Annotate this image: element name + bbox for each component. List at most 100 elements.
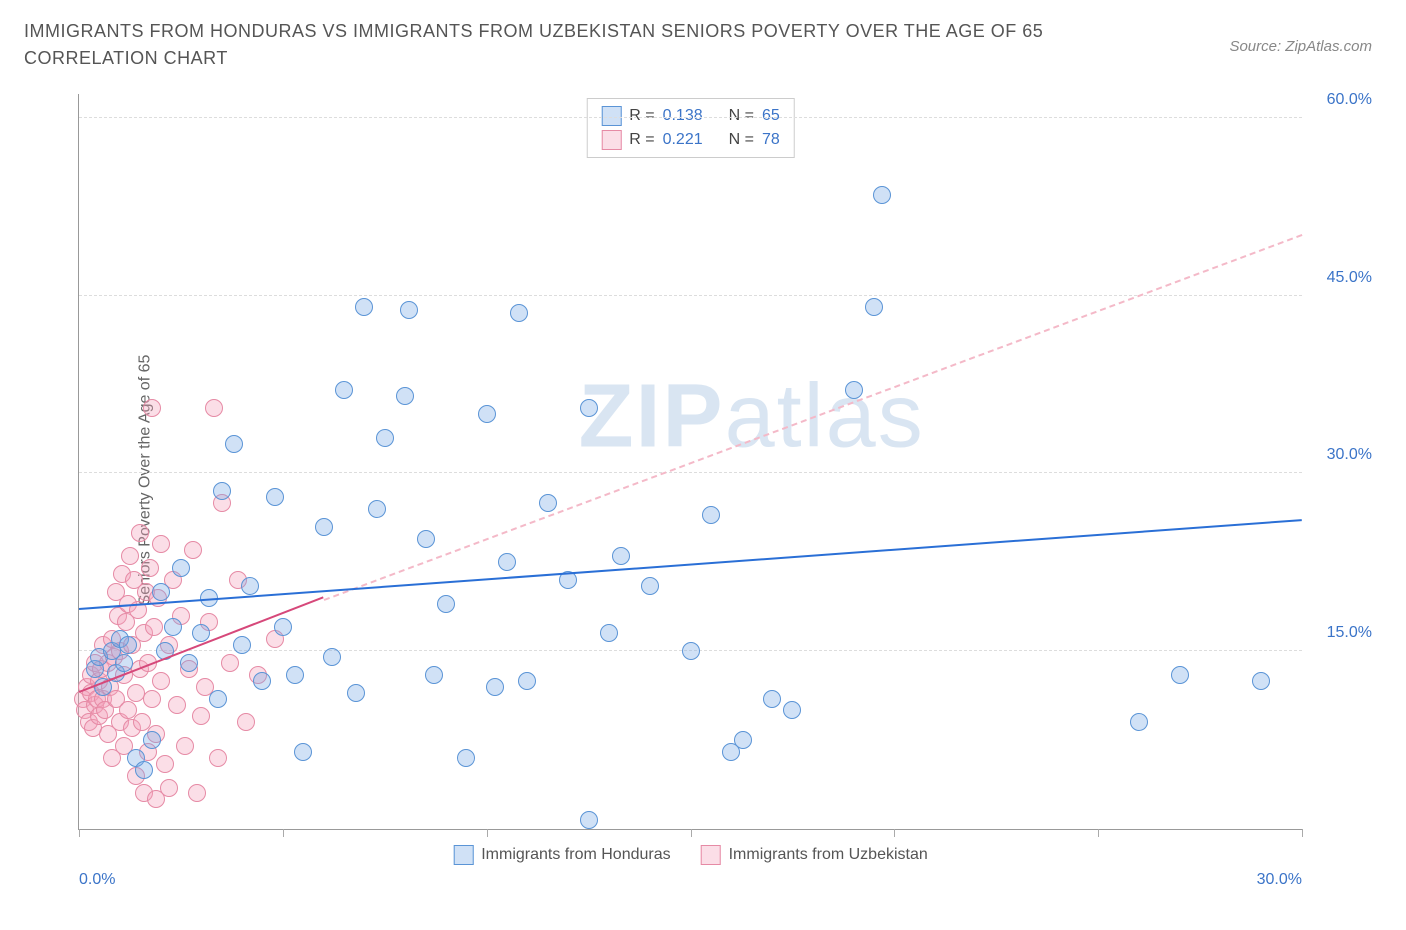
data-point — [580, 399, 598, 417]
data-point — [286, 666, 304, 684]
data-point — [425, 666, 443, 684]
data-point — [115, 654, 133, 672]
data-point — [205, 399, 223, 417]
legend-swatch — [453, 845, 473, 865]
data-point — [1130, 713, 1148, 731]
y-tick-label: 30.0% — [1327, 446, 1372, 464]
source-label: Source: ZipAtlas.com — [1229, 18, 1382, 55]
data-point — [396, 387, 414, 405]
y-tick-label: 15.0% — [1327, 624, 1372, 642]
data-point — [225, 435, 243, 453]
data-point — [641, 577, 659, 595]
trend-line — [79, 519, 1302, 610]
data-point — [152, 672, 170, 690]
data-point — [253, 672, 271, 690]
data-point — [315, 518, 333, 536]
data-point — [580, 811, 598, 829]
x-tick — [487, 829, 488, 837]
legend-item: Immigrants from Honduras — [453, 845, 670, 865]
data-point — [131, 524, 149, 542]
data-point — [873, 186, 891, 204]
data-point — [143, 399, 161, 417]
stats-legend: R =0.138N =65R =0.221N =78 — [586, 98, 795, 158]
data-point — [539, 494, 557, 512]
data-point — [498, 553, 516, 571]
legend-n-label: N = — [729, 131, 754, 149]
data-point — [486, 678, 504, 696]
data-point — [600, 624, 618, 642]
data-point — [152, 583, 170, 601]
x-tick — [1302, 829, 1303, 837]
legend-swatch — [701, 845, 721, 865]
data-point — [376, 429, 394, 447]
data-point — [209, 690, 227, 708]
legend-item: Immigrants from Uzbekistan — [701, 845, 928, 865]
x-tick — [1098, 829, 1099, 837]
watermark-rest: atlas — [725, 367, 925, 467]
legend-r-label: R = — [629, 131, 654, 149]
data-point — [457, 749, 475, 767]
data-point — [184, 541, 202, 559]
x-tick-label: 0.0% — [79, 871, 115, 889]
data-point — [188, 784, 206, 802]
data-point — [417, 530, 435, 548]
data-point — [518, 672, 536, 690]
data-point — [145, 618, 163, 636]
data-point — [172, 559, 190, 577]
data-point — [143, 731, 161, 749]
data-point — [437, 595, 455, 613]
data-point — [274, 618, 292, 636]
x-tick — [691, 829, 692, 837]
trend-line — [323, 234, 1302, 601]
chart-container: Seniors Poverty Over the Age of 65 ZIPat… — [50, 90, 1392, 870]
x-tick — [79, 829, 80, 837]
data-point — [141, 559, 159, 577]
x-tick — [283, 829, 284, 837]
data-point — [209, 749, 227, 767]
gridline — [79, 472, 1302, 473]
data-point — [152, 535, 170, 553]
data-point — [180, 654, 198, 672]
legend-series-name: Immigrants from Uzbekistan — [729, 846, 928, 864]
data-point — [294, 743, 312, 761]
legend-swatch — [601, 130, 621, 150]
y-tick-label: 45.0% — [1327, 269, 1372, 287]
data-point — [335, 381, 353, 399]
data-point — [160, 779, 178, 797]
data-point — [168, 696, 186, 714]
data-point — [612, 547, 630, 565]
data-point — [143, 690, 161, 708]
legend-row: R = 0.221 N = 78 — [601, 128, 780, 152]
data-point — [783, 701, 801, 719]
legend-series-name: Immigrants from Honduras — [481, 846, 670, 864]
header: IMMIGRANTS FROM HONDURAS VS IMMIGRANTS F… — [0, 0, 1406, 80]
x-tick — [894, 829, 895, 837]
data-point — [845, 381, 863, 399]
data-point — [763, 690, 781, 708]
legend-r-value: 0.221 — [663, 131, 703, 149]
data-point — [164, 618, 182, 636]
data-point — [368, 500, 386, 518]
data-point — [347, 684, 365, 702]
data-point — [192, 707, 210, 725]
data-point — [400, 301, 418, 319]
x-tick-label: 30.0% — [1257, 871, 1302, 889]
chart-title: IMMIGRANTS FROM HONDURAS VS IMMIGRANTS F… — [24, 18, 1104, 72]
data-point — [1171, 666, 1189, 684]
plot-area: ZIPatlas R =0.138N =65R =0.221N =78 Immi… — [78, 94, 1302, 830]
data-point — [135, 761, 153, 779]
data-point — [221, 654, 239, 672]
data-point — [237, 713, 255, 731]
data-point — [176, 737, 194, 755]
data-point — [702, 506, 720, 524]
data-point — [156, 755, 174, 773]
data-point — [213, 482, 231, 500]
series-legend: Immigrants from Honduras Immigrants from … — [453, 845, 928, 865]
watermark: ZIPatlas — [579, 366, 925, 469]
data-point — [682, 642, 700, 660]
data-point — [478, 405, 496, 423]
legend-n-value: 78 — [762, 131, 780, 149]
data-point — [266, 488, 284, 506]
data-point — [355, 298, 373, 316]
y-tick-label: 60.0% — [1327, 91, 1372, 109]
